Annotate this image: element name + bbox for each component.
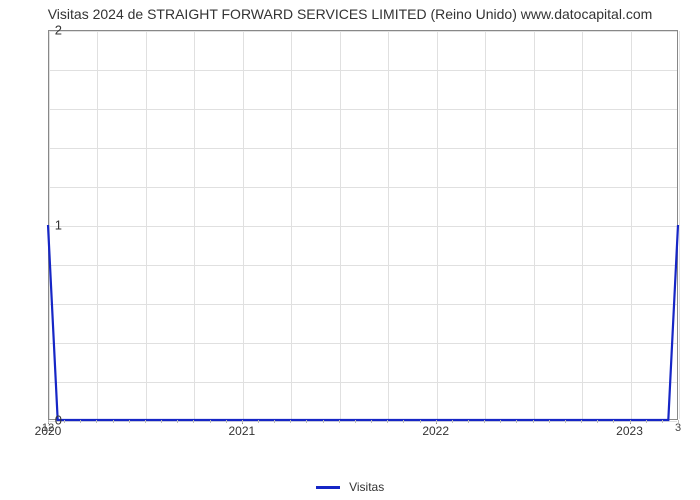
x-axis-minor-tick [516,420,517,423]
x-axis-tick-label: 2023 [616,424,643,438]
x-axis-minor-tick [581,420,582,423]
legend: Visitas [0,479,700,494]
x-axis-minor-tick [630,420,631,423]
x-axis-minor-tick [420,420,421,423]
x-axis-minor-tick [323,420,324,423]
x-axis-minor-tick [371,420,372,423]
y-axis-tick-label: 1 [22,218,62,233]
x-axis-minor-tick [258,420,259,423]
x-axis-minor-tick [290,420,291,423]
x-axis-minor-tick [161,420,162,423]
x-axis-minor-tick [565,420,566,423]
data-point-label: 12 [42,422,54,434]
x-axis-minor-tick [193,420,194,423]
x-axis-minor-tick [226,420,227,423]
x-axis-minor-tick [339,420,340,423]
plot-area [48,30,678,420]
x-axis-minor-tick [452,420,453,423]
legend-swatch [316,486,340,489]
x-axis-minor-tick [242,420,243,423]
x-axis-minor-tick [129,420,130,423]
x-axis-minor-tick [274,420,275,423]
x-axis-minor-tick [96,420,97,423]
x-axis-minor-tick [355,420,356,423]
x-axis-minor-tick [113,420,114,423]
x-axis-minor-tick [145,420,146,423]
x-axis-minor-tick [484,420,485,423]
x-axis-minor-tick [403,420,404,423]
x-axis-tick-label: 2022 [422,424,449,438]
x-axis-minor-tick [597,420,598,423]
x-axis-minor-tick [210,420,211,423]
x-axis-minor-tick [387,420,388,423]
x-axis-minor-tick [306,420,307,423]
y-axis-tick-label: 2 [22,23,62,38]
x-axis-minor-tick [646,420,647,423]
gridline-horizontal [49,421,677,422]
x-axis-minor-tick [177,420,178,423]
x-axis-minor-tick [80,420,81,423]
x-axis-minor-tick [436,420,437,423]
chart-title: Visitas 2024 de STRAIGHT FORWARD SERVICE… [0,0,700,22]
x-axis-minor-tick [64,420,65,423]
line-series-visitas [48,30,678,420]
legend-label: Visitas [349,480,384,494]
x-axis-minor-tick [662,420,663,423]
x-axis-minor-tick [533,420,534,423]
data-point-label: 3 [675,422,681,434]
x-axis-minor-tick [500,420,501,423]
x-axis-minor-tick [468,420,469,423]
gridline-vertical [679,31,680,419]
x-axis-minor-tick [549,420,550,423]
x-axis-tick-label: 2021 [228,424,255,438]
x-axis-minor-tick [613,420,614,423]
